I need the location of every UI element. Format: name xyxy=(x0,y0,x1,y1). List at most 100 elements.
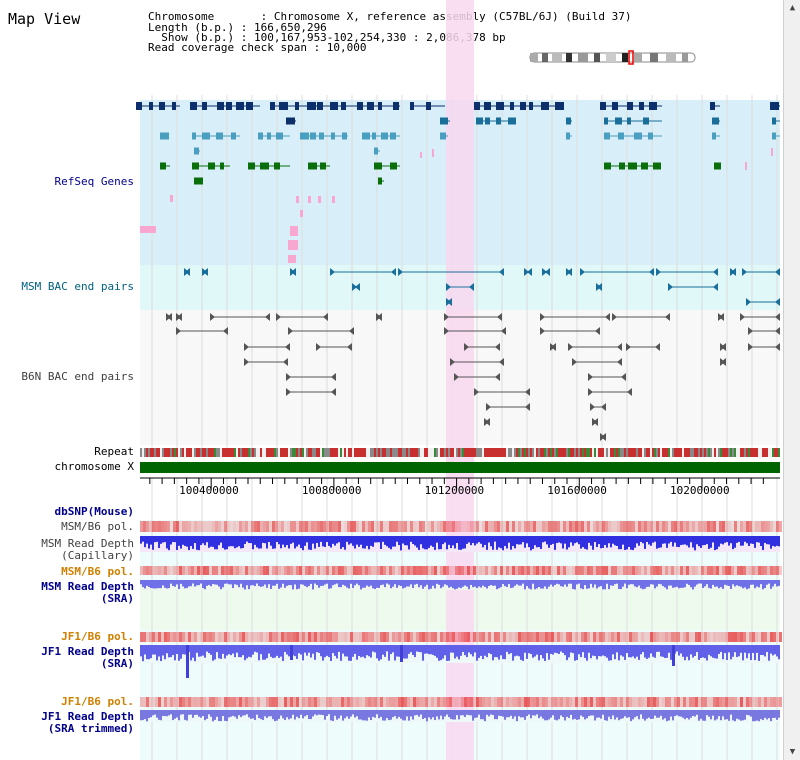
depth-bar xyxy=(226,710,228,722)
pol-heat-cell xyxy=(731,697,734,707)
pol-heat-cell xyxy=(596,697,599,707)
depth-bar xyxy=(206,536,208,543)
depth-bar xyxy=(756,645,758,653)
depth-bar xyxy=(560,710,562,716)
repeat-block xyxy=(376,448,378,457)
scroll-up-icon[interactable]: ▲ xyxy=(789,3,796,13)
repeat-block xyxy=(276,448,278,457)
depth-bar xyxy=(698,645,700,660)
depth-bar xyxy=(376,536,378,543)
depth-bar xyxy=(300,710,302,715)
pol-heat-cell xyxy=(320,697,323,707)
repeat-block xyxy=(748,448,750,457)
depth-bar xyxy=(468,645,470,653)
pol-heat-cell xyxy=(611,521,614,532)
depth-bar xyxy=(522,580,524,584)
depth-bar xyxy=(184,536,186,546)
pol-heat-cell xyxy=(554,521,557,532)
pol-heat-cell xyxy=(146,632,149,642)
axis-tick-label: 101600000 xyxy=(547,484,607,497)
pol-heat-cell xyxy=(572,632,575,642)
gene-exon xyxy=(440,132,446,140)
depth-bar xyxy=(358,645,360,656)
bac-end-marker xyxy=(617,358,622,366)
bac-end-marker xyxy=(501,327,506,335)
track-label-dbsnp[interactable]: dbSNP(Mouse) xyxy=(54,505,134,518)
depth-bar xyxy=(576,645,578,661)
depth-bar xyxy=(534,580,536,590)
repeat-block xyxy=(366,448,368,457)
depth-bar xyxy=(196,645,198,653)
pol-heat-cell xyxy=(251,566,254,575)
pol-heat-cell xyxy=(554,697,557,707)
depth-bar xyxy=(484,536,486,545)
gene-exon xyxy=(260,162,269,170)
depth-bar xyxy=(424,645,426,654)
pol-heat-cell xyxy=(755,521,758,532)
pol-heat-cell xyxy=(377,697,380,707)
pol-heat-cell xyxy=(641,632,644,642)
repeat-block xyxy=(200,448,202,457)
depth-bar xyxy=(440,710,442,716)
depth-bar xyxy=(378,645,380,661)
bac-end-marker xyxy=(323,313,328,321)
repeat-block xyxy=(538,448,540,457)
scroll-down-icon[interactable]: ▼ xyxy=(789,747,796,757)
repeat-block xyxy=(164,448,166,457)
pol-heat-cell xyxy=(617,632,620,642)
gene-exon xyxy=(566,117,571,125)
pol-heat-cell xyxy=(164,632,167,642)
pol-heat-cell xyxy=(239,521,242,532)
pol-heat-cell xyxy=(722,632,725,642)
track-label-refseq[interactable]: RefSeq Genes xyxy=(54,175,134,188)
pol-heat-cell xyxy=(359,697,362,707)
depth-bar xyxy=(330,536,332,548)
depth-bar xyxy=(348,645,350,661)
gene-exon xyxy=(320,162,326,170)
depth-bar xyxy=(556,536,558,544)
depth-bar xyxy=(554,645,556,653)
pol-heat-cell xyxy=(335,697,338,707)
pol-heat-cell xyxy=(194,697,197,707)
depth-bar xyxy=(686,710,688,718)
depth-bar xyxy=(200,710,202,718)
depth-bar xyxy=(268,580,270,585)
pol-heat-cell xyxy=(620,697,623,707)
pol-heat-cell xyxy=(665,566,668,575)
repeat-block xyxy=(358,448,360,457)
ideogram-band xyxy=(530,53,538,62)
pol-heat-cell xyxy=(644,632,647,642)
depth-bar xyxy=(500,580,502,588)
depth-bar xyxy=(654,645,656,658)
pol-heat-cell xyxy=(239,697,242,707)
repeat-block xyxy=(152,448,154,457)
repeat-block xyxy=(402,448,404,457)
repeat-block xyxy=(580,448,582,457)
repeat-block xyxy=(304,448,306,457)
bac-end-marker xyxy=(285,343,290,351)
pol-heat-cell xyxy=(341,697,344,707)
pol-heat-cell xyxy=(689,632,692,642)
depth-bar xyxy=(212,710,214,722)
gene-exon xyxy=(476,117,483,125)
depth-bar xyxy=(208,536,210,548)
depth-bar xyxy=(174,645,176,661)
track-label-b6n-bac[interactable]: B6N BAC end pairs xyxy=(21,370,134,383)
repeat-block xyxy=(658,448,660,457)
depth-bar xyxy=(538,710,540,719)
pol-heat-cell xyxy=(611,632,614,642)
bac-end-marker xyxy=(347,343,352,351)
depth-bar xyxy=(584,710,586,720)
depth-bar xyxy=(622,536,624,545)
depth-bar xyxy=(706,536,708,545)
depth-bar xyxy=(682,536,684,545)
pol-heat-cell xyxy=(185,632,188,642)
pol-heat-cell xyxy=(482,697,485,707)
depth-bar xyxy=(560,536,562,544)
track-label-msm-bac[interactable]: MSM BAC end pairs xyxy=(21,280,134,293)
depth-bar xyxy=(314,536,316,549)
vertical-scrollbar[interactable]: ▲ ▼ xyxy=(783,0,800,760)
gene-exon xyxy=(712,117,719,125)
depth-bar xyxy=(640,645,642,655)
